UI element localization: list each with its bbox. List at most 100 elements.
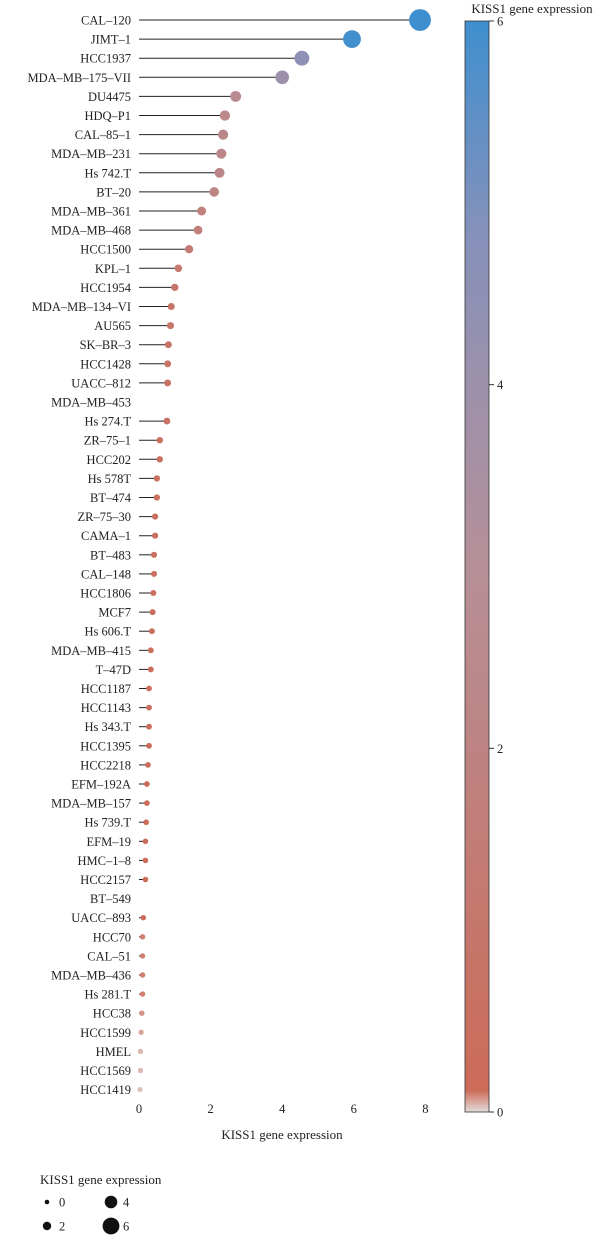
lollipop-point [150,589,157,597]
category-label: ZR–75–30 [78,510,131,524]
category-label: BT–474 [90,491,132,505]
lollipop-point [171,283,179,292]
lollipop-point [150,570,158,577]
colorbar-ticks: 0 2 4 6 [489,15,504,1120]
lollipop-point [216,148,227,159]
category-label: MDA–MB–436 [51,969,131,983]
category-label: JIMT–1 [91,33,131,47]
category-label: MDA–MB–453 [51,396,131,410]
size-legend-dot [42,1221,52,1231]
category-label: ZR–75–1 [84,434,131,448]
category-label: HCC1187 [81,682,131,696]
lollipop-point [142,876,149,883]
category-label: CAL–51 [87,949,131,963]
lollipop-point [193,225,203,235]
x-axis: 0 2 4 6 8 [136,1102,429,1116]
lollipop-point [275,70,290,85]
lollipop-point [148,628,155,635]
category-label: AU565 [94,319,131,333]
category-label: HCC202 [87,453,131,467]
colorbar-tick-label: 2 [497,742,503,756]
category-label: HCC1569 [80,1064,131,1078]
category-label: Hs 742.T [84,166,131,180]
category-label: UACC–893 [71,911,131,925]
category-label: Hs 343.T [84,720,131,734]
category-label: MDA–MB–468 [51,224,131,238]
lollipop-point [214,167,225,178]
lollipop-point [143,819,149,826]
category-label: HCC1806 [80,587,131,601]
category-label: HCC38 [93,1007,131,1021]
size-legend: 0 2 4 6 [42,1195,130,1235]
lollipop-point [167,302,175,311]
lollipop-point [197,206,207,216]
lollipop-point [164,360,172,368]
category-label: CAL–120 [81,14,131,28]
lollipop-point [137,1067,144,1074]
lollipop-point [146,723,152,730]
category-label: EFM–19 [87,835,131,849]
colorbar-tick-label: 6 [497,15,503,29]
lollipop-point [146,742,152,749]
category-label: HCC1395 [80,739,131,753]
size-legend-dot [44,1199,50,1205]
size-legend-label: 4 [123,1196,130,1210]
lollipop-point [145,762,151,768]
lollipop-point [139,991,146,997]
lollipop-point [153,475,161,482]
category-label: HMEL [96,1045,131,1059]
category-label: MDA–MB–134–VI [32,300,131,314]
size-legend-dot [102,1217,120,1235]
lollipop-point [294,50,310,66]
lollipop-point [219,110,231,121]
lollipop-point [156,436,163,444]
lollipop-point [166,322,175,330]
lollipop-point [230,90,242,102]
lollipop-point [409,9,431,31]
category-label: DU4475 [88,90,131,104]
category-label: MDA–MB–157 [51,797,131,811]
category-label: HCC1143 [81,701,131,715]
size-legend-label: 0 [59,1196,65,1210]
lollipop-point [174,264,183,273]
colorbar-tick-label: 0 [497,1106,503,1120]
lollipop-point [185,245,194,254]
lollipop-point [156,456,163,463]
category-label: HCC1428 [80,357,131,371]
lollipop-point [147,647,154,654]
colorbar-tick-label: 4 [497,378,504,392]
lollipop-point [163,417,171,425]
category-label: Hs 274.T [84,415,131,429]
lollipop-point [137,1086,143,1093]
size-legend-dot [104,1195,118,1209]
lollipop-point [144,800,150,806]
lollipop-point [146,704,152,711]
category-label: HMC–1–8 [78,854,131,868]
x-tick-label: 4 [279,1102,286,1116]
x-tick-label: 6 [351,1102,357,1116]
lollipop-point [137,1048,144,1055]
category-label: HCC1937 [80,52,131,66]
lollipop-point [144,781,150,787]
category-label: EFM–192A [71,778,131,792]
colorbar [464,20,490,1113]
category-label: MCF7 [98,606,131,620]
lollipop-point [164,341,172,349]
category-label: KPL–1 [95,262,131,276]
category-label: HCC70 [93,930,131,944]
category-label: MDA–MB–231 [51,147,131,161]
size-legend-label: 2 [59,1220,65,1234]
category-label: CAMA–1 [81,529,131,543]
category-label: Hs 739.T [84,816,131,830]
category-label: UACC–812 [71,376,131,390]
lollipop-point [139,1010,145,1016]
x-axis-title: KISS1 gene expression [221,1127,343,1142]
category-label: Hs 578T [88,472,132,486]
lollipop-point [138,1029,144,1035]
colorbar-title: KISS1 gene expression [471,1,593,16]
lollipop-point [139,953,146,959]
lollipop-point [142,857,149,864]
category-label: BT–483 [90,548,131,562]
chart-rows: CAL–120 JIMT–1 HCC1937 MDA–MB–175–VII DU4475… [28,9,431,1097]
